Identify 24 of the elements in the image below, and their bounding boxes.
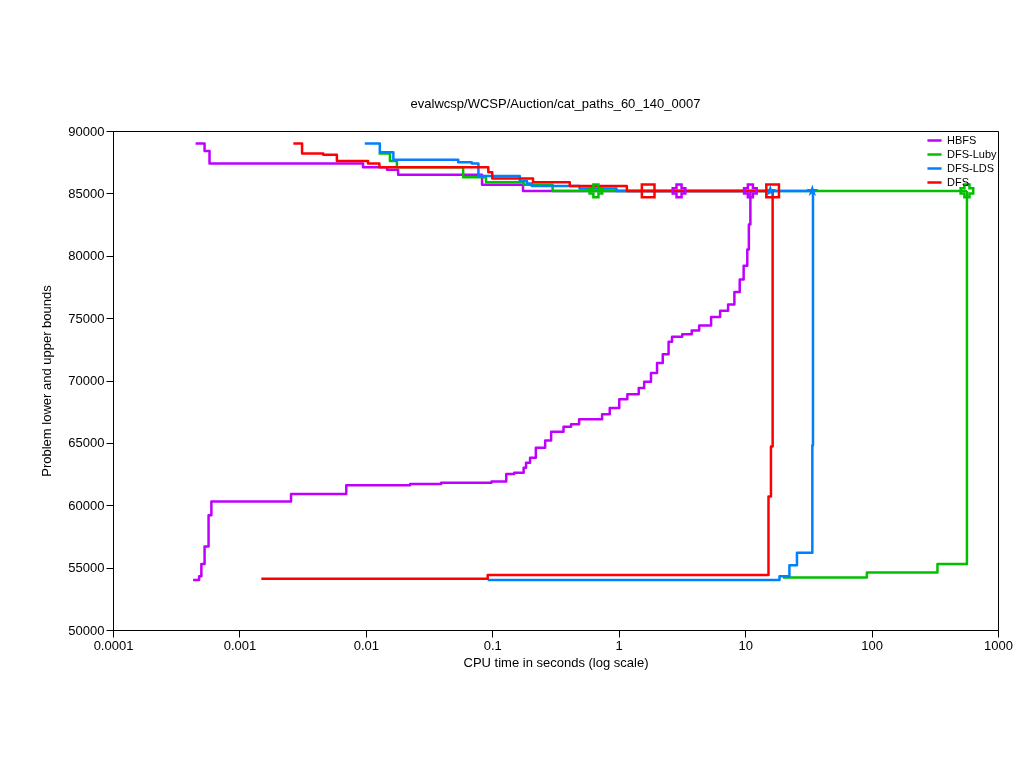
legend-label: DFS-Luby [947,147,998,160]
x-tick-label: 1000 [984,637,1013,653]
x-axis-title: CPU time in seconds (log scale) [463,654,649,670]
y-tick-label: 50000 [68,622,105,638]
legend-label: HBFS [947,133,977,146]
legend-label: DFS-LDS [947,161,995,174]
x-tick-label: 10 [738,637,753,653]
legend-label: DFS [947,175,969,188]
y-tick-label: 65000 [68,435,105,451]
x-tick-label: 100 [861,637,883,653]
y-tick-label: 85000 [68,185,105,201]
y-tick-label: 80000 [68,248,105,264]
x-tick-label: 0.0001 [93,637,134,653]
x-tick-label: 0.001 [223,637,257,653]
y-tick-label: 60000 [68,497,105,513]
x-tick-label: 1 [615,637,623,653]
x-tick-label: 0.01 [353,637,380,653]
y-tick-label: 55000 [68,560,105,576]
y-axis-title: Problem lower and upper bounds [39,284,55,477]
y-tick-label: 90000 [68,123,105,139]
x-tick-label: 0.1 [483,637,502,653]
y-tick-label: 70000 [68,373,105,388]
y-tick-label: 75000 [68,310,105,326]
chart-title: evalwcsp/WCSP/Auction/cat_paths_60_140_0007 [410,96,701,111]
